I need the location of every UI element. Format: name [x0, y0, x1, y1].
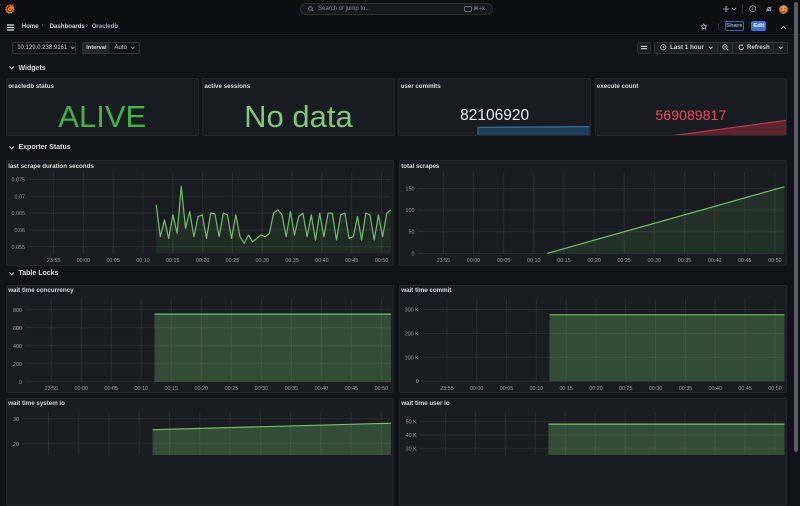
svg-text:00:05: 00:05 — [106, 258, 120, 264]
svg-text:23:55: 23:55 — [437, 258, 451, 264]
svg-text:400: 400 — [13, 343, 22, 349]
svg-text:00:10: 00:10 — [527, 258, 541, 264]
svg-text:00:40: 00:40 — [315, 385, 329, 391]
svg-text:00:10: 00:10 — [136, 258, 150, 264]
svg-text:00:00: 00:00 — [75, 385, 89, 391]
svg-text:800: 800 — [13, 307, 22, 313]
svg-text:40 K: 40 K — [406, 433, 417, 439]
svg-text:00:05: 00:05 — [105, 385, 119, 391]
svg-text:00:30: 00:30 — [648, 258, 662, 264]
svg-text:00:40: 00:40 — [315, 258, 329, 264]
svg-text:00:35: 00:35 — [679, 385, 693, 391]
svg-text:23:55: 23:55 — [47, 258, 61, 264]
svg-text:00:35: 00:35 — [285, 385, 299, 391]
svg-text:00:00: 00:00 — [470, 385, 484, 391]
svg-text:00:40: 00:40 — [709, 385, 723, 391]
svg-text:150: 150 — [406, 186, 415, 192]
svg-text:00:50: 00:50 — [768, 385, 782, 391]
svg-text:00:15: 00:15 — [557, 258, 571, 264]
svg-text:00:45: 00:45 — [345, 258, 359, 264]
svg-text:00:15: 00:15 — [559, 385, 573, 391]
svg-text:00:50: 00:50 — [768, 258, 782, 264]
svg-text:100: 100 — [406, 208, 415, 214]
svg-text:30 K: 30 K — [406, 446, 417, 452]
svg-text:0.065: 0.065 — [12, 211, 26, 217]
svg-text:00:30: 00:30 — [649, 385, 663, 391]
svg-text:00:25: 00:25 — [617, 258, 631, 264]
svg-text:0.07: 0.07 — [15, 194, 26, 200]
svg-text:00:20: 00:20 — [196, 258, 210, 264]
svg-text:300 K: 300 K — [405, 307, 419, 313]
svg-text:30: 30 — [13, 416, 19, 422]
svg-text:20: 20 — [13, 441, 19, 447]
svg-text:00:30: 00:30 — [255, 385, 269, 391]
svg-text:00:45: 00:45 — [738, 258, 752, 264]
svg-text:00:45: 00:45 — [345, 385, 359, 391]
svg-text:00:15: 00:15 — [165, 385, 179, 391]
svg-text:50: 50 — [409, 230, 415, 236]
svg-text:00:20: 00:20 — [589, 385, 603, 391]
svg-text:00:50: 00:50 — [375, 258, 389, 264]
svg-text:00:00: 00:00 — [467, 258, 481, 264]
svg-text:0: 0 — [412, 251, 415, 257]
svg-text:00:10: 00:10 — [135, 385, 149, 391]
svg-text:00:25: 00:25 — [619, 385, 633, 391]
svg-text:0.055: 0.055 — [12, 245, 26, 251]
svg-text:00:35: 00:35 — [285, 258, 299, 264]
svg-text:200: 200 — [13, 361, 22, 367]
svg-text:0: 0 — [416, 379, 419, 385]
svg-text:23:55: 23:55 — [45, 385, 59, 391]
svg-text:50 K: 50 K — [406, 419, 417, 425]
svg-text:00:20: 00:20 — [587, 258, 601, 264]
svg-text:00:20: 00:20 — [195, 385, 209, 391]
svg-text:00:05: 00:05 — [497, 258, 511, 264]
svg-text:00:15: 00:15 — [166, 258, 180, 264]
svg-text:0.075: 0.075 — [12, 178, 26, 184]
svg-text:200 K: 200 K — [405, 331, 419, 337]
svg-text:23:55: 23:55 — [440, 385, 454, 391]
svg-text:00:25: 00:25 — [225, 385, 239, 391]
svg-text:00:35: 00:35 — [678, 258, 692, 264]
svg-text:100 K: 100 K — [405, 355, 419, 361]
svg-text:600: 600 — [13, 325, 22, 331]
svg-text:00:25: 00:25 — [226, 258, 240, 264]
svg-text:00:10: 00:10 — [530, 385, 544, 391]
svg-text:0.06: 0.06 — [15, 228, 26, 234]
svg-text:00:05: 00:05 — [500, 385, 514, 391]
svg-text:00:00: 00:00 — [77, 258, 91, 264]
svg-text:00:30: 00:30 — [256, 258, 270, 264]
svg-text:00:50: 00:50 — [375, 385, 389, 391]
svg-text:0: 0 — [19, 379, 22, 385]
svg-text:00:40: 00:40 — [708, 258, 722, 264]
svg-text:00:45: 00:45 — [738, 385, 752, 391]
